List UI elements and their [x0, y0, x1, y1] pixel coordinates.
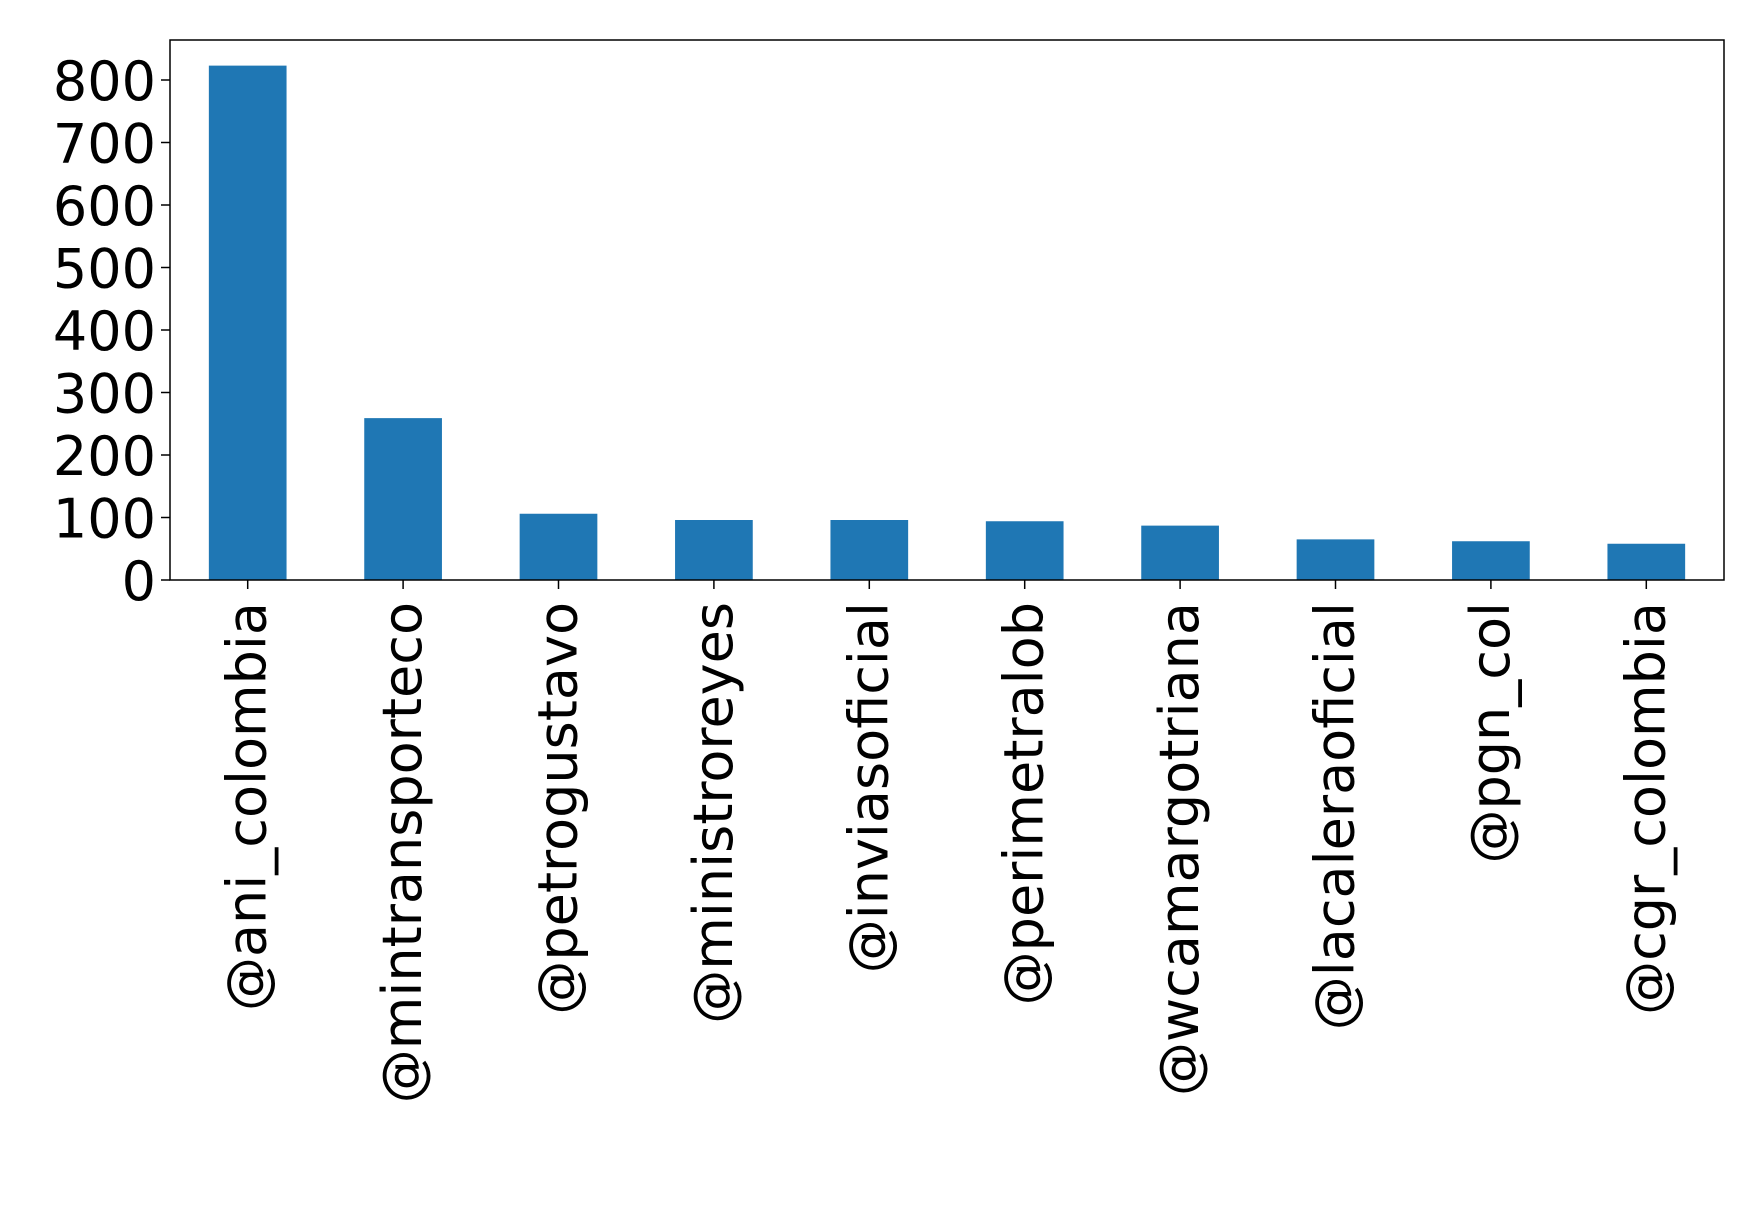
- bar: [1452, 541, 1530, 580]
- bar: [985, 521, 1064, 580]
- x-axis: @ani_colombia @mintransporteco @petrogusta…: [216, 580, 1677, 1103]
- bars-group: [208, 65, 1686, 580]
- x-tick-label: @petrogustavo: [527, 602, 590, 1015]
- x-tick-label: @mintransporteco: [371, 602, 434, 1103]
- y-tick-label: 300: [53, 363, 156, 426]
- y-tick-label: 0: [122, 550, 156, 613]
- x-tick-label: @inviasoficial: [837, 602, 900, 973]
- bar: [830, 520, 909, 580]
- x-tick-label: @perimetralob: [993, 602, 1056, 1005]
- bar: [675, 520, 753, 580]
- x-tick-label: @ani_colombia: [216, 602, 279, 1011]
- y-tick-label: 400: [53, 300, 156, 363]
- x-tick-label: @wcamargotriana: [1148, 602, 1211, 1096]
- y-tick-label: 200: [53, 425, 156, 488]
- x-tick-label: @cgr_colombia: [1614, 602, 1677, 1015]
- bar: [1141, 525, 1219, 580]
- x-tick-label: @ministroreyes: [682, 602, 745, 1024]
- y-tick-label: 100: [53, 488, 156, 551]
- bar: [519, 513, 598, 580]
- x-tick-label: @pgn_col: [1459, 602, 1522, 864]
- x-tick-label: @lacaleraoficial: [1304, 602, 1367, 1030]
- y-tick-label: 500: [53, 238, 156, 301]
- plot-frame: [169, 39, 1725, 581]
- y-tick-label: 700: [53, 113, 156, 176]
- bar: [1296, 539, 1375, 580]
- bar: [1607, 543, 1686, 580]
- y-tick-label: 800: [53, 50, 156, 113]
- y-tick-label: 600: [53, 175, 156, 238]
- bar: [208, 65, 287, 580]
- bar: [364, 418, 442, 580]
